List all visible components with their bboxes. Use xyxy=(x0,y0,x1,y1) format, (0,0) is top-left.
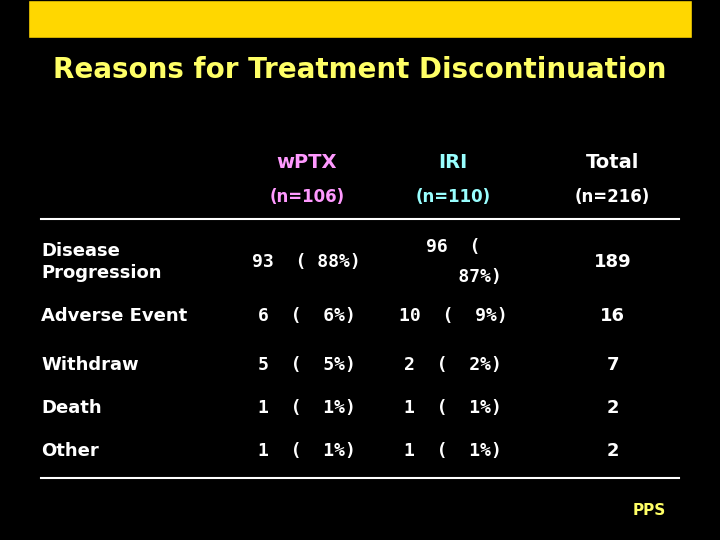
Text: 87%): 87%) xyxy=(404,268,502,286)
Text: 6  (  6%): 6 ( 6%) xyxy=(258,307,356,325)
Text: Withdraw: Withdraw xyxy=(41,355,139,374)
Text: Death: Death xyxy=(41,399,102,417)
Text: Other: Other xyxy=(41,442,99,460)
FancyBboxPatch shape xyxy=(27,0,693,38)
Text: 1  (  1%): 1 ( 1%) xyxy=(258,442,356,460)
Text: 2: 2 xyxy=(606,442,618,460)
Text: 2  (  2%): 2 ( 2%) xyxy=(404,355,502,374)
Text: Adverse Event: Adverse Event xyxy=(41,307,187,325)
Text: (n=110): (n=110) xyxy=(415,188,490,206)
Text: 96  (: 96 ( xyxy=(426,238,480,256)
Text: 1  (  1%): 1 ( 1%) xyxy=(258,399,356,417)
Text: 16: 16 xyxy=(600,307,625,325)
Text: Disease
Progression: Disease Progression xyxy=(41,242,161,282)
Text: IRI: IRI xyxy=(438,152,468,172)
Text: 2: 2 xyxy=(606,399,618,417)
Text: Reasons for Treatment Discontinuation: Reasons for Treatment Discontinuation xyxy=(53,56,667,84)
Text: PPS: PPS xyxy=(632,503,666,518)
Text: 10  (  9%): 10 ( 9%) xyxy=(399,307,508,325)
Text: 189: 189 xyxy=(594,253,631,271)
Text: wPTX: wPTX xyxy=(276,152,337,172)
Text: 1  (  1%): 1 ( 1%) xyxy=(404,399,502,417)
Text: (n=216): (n=216) xyxy=(575,188,650,206)
Text: 93  ( 88%): 93 ( 88%) xyxy=(253,253,361,271)
Text: (n=106): (n=106) xyxy=(269,188,344,206)
Text: 5  (  5%): 5 ( 5%) xyxy=(258,355,356,374)
Text: Total: Total xyxy=(586,152,639,172)
Text: 7: 7 xyxy=(606,355,618,374)
Text: 1  (  1%): 1 ( 1%) xyxy=(404,442,502,460)
